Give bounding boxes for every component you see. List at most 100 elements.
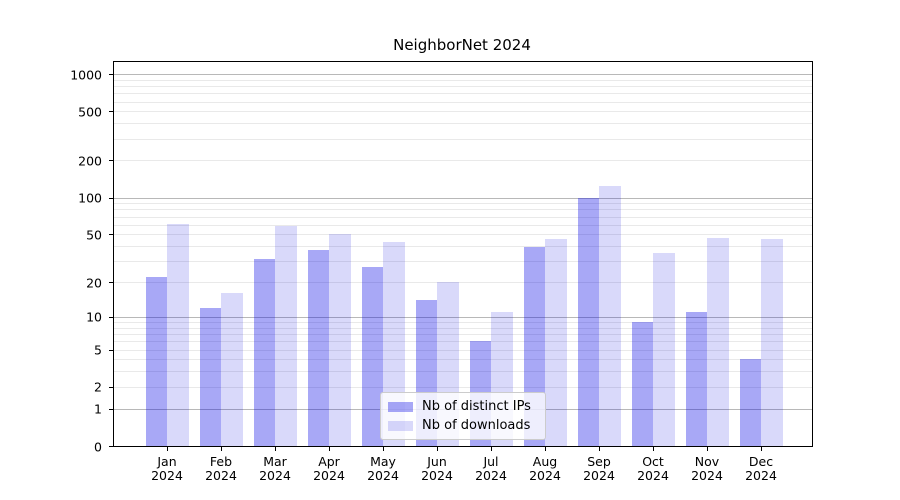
y-tick-label: 1 bbox=[94, 401, 102, 417]
gridline-minor bbox=[114, 123, 812, 125]
gridline-minor bbox=[114, 216, 812, 218]
legend-row-distinct-ips: Nb of distinct IPs bbox=[388, 399, 537, 414]
legend-label-downloads: Nb of downloads bbox=[422, 418, 531, 433]
gridline-minor bbox=[114, 282, 812, 284]
bar-distinct-ips bbox=[685, 312, 707, 446]
gridline-minor bbox=[114, 246, 812, 247]
gridline-minor bbox=[114, 111, 812, 113]
x-tick-label: Jun 2024 bbox=[421, 454, 453, 483]
x-tick-label: Jul 2024 bbox=[475, 454, 507, 483]
x-tick-label: Jan 2024 bbox=[151, 454, 183, 483]
gridline-minor bbox=[114, 101, 812, 103]
gridline-minor bbox=[114, 86, 812, 87]
gridline-minor bbox=[114, 341, 812, 343]
x-tick-mark bbox=[653, 447, 654, 451]
gridline-minor bbox=[114, 160, 812, 162]
bar-downloads bbox=[761, 238, 783, 446]
y-tick-label: 200 bbox=[78, 153, 102, 169]
gridline-minor bbox=[114, 359, 812, 361]
gridline-minor bbox=[114, 261, 812, 263]
x-tick-label: Aug 2024 bbox=[529, 454, 561, 483]
y-tick-mark bbox=[109, 446, 113, 447]
legend-row-downloads: Nb of downloads bbox=[388, 418, 537, 433]
y-tick-label: 20 bbox=[86, 275, 102, 291]
gridline-minor bbox=[114, 138, 812, 140]
gridline-major bbox=[114, 74, 812, 75]
gridline-major bbox=[114, 197, 812, 199]
y-tick-mark bbox=[109, 349, 113, 351]
x-tick-mark bbox=[761, 447, 762, 451]
y-tick-label: 500 bbox=[78, 104, 102, 120]
bar-distinct-ips bbox=[739, 359, 761, 446]
plot-area: 0 1 2 5 10 20 50 100 200 500 1000 Jan 2024 Feb 2024 Ma… bbox=[70, 61, 813, 483]
y-tick-label: 1000 bbox=[70, 67, 102, 82]
gridline-minor bbox=[114, 79, 812, 81]
bar-distinct-ips bbox=[361, 266, 383, 446]
gridline-minor bbox=[114, 224, 812, 226]
gridline-minor bbox=[114, 209, 812, 211]
gridline-major bbox=[114, 316, 812, 318]
bar-downloads bbox=[545, 238, 567, 446]
x-tick-mark bbox=[545, 447, 546, 451]
x-tick-mark bbox=[491, 447, 492, 451]
x-tick-mark bbox=[221, 447, 222, 451]
bar-downloads bbox=[221, 293, 243, 446]
y-tick-mark bbox=[109, 282, 113, 284]
x-tick-mark bbox=[437, 447, 438, 451]
bar-distinct-ips bbox=[307, 250, 329, 446]
y-tick-mark bbox=[109, 316, 113, 318]
y-tick-mark bbox=[109, 408, 113, 410]
x-tick-label: Feb 2024 bbox=[205, 454, 237, 483]
chart-title: NeighborNet 2024 bbox=[393, 36, 531, 54]
x-tick-mark bbox=[383, 447, 384, 451]
y-tick-mark bbox=[109, 160, 113, 162]
bar-downloads bbox=[275, 226, 297, 446]
y-tick-label: 100 bbox=[78, 190, 102, 206]
gridline-minor bbox=[114, 203, 812, 205]
x-tick-mark bbox=[707, 447, 708, 451]
x-tick-label: Oct 2024 bbox=[637, 454, 669, 483]
gridline-minor bbox=[114, 386, 812, 388]
gridline-minor bbox=[114, 234, 812, 236]
gridline-minor bbox=[114, 371, 812, 373]
y-tick-mark bbox=[109, 386, 113, 388]
bar-distinct-ips bbox=[253, 259, 275, 446]
legend-swatch-distinct-ips-icon bbox=[388, 401, 413, 412]
legend-swatch-downloads-icon bbox=[388, 420, 413, 431]
bar-distinct-ips bbox=[145, 277, 167, 446]
x-tick-label: Nov 2024 bbox=[691, 454, 723, 483]
y-tick-label: 10 bbox=[86, 309, 102, 325]
gridline-minor bbox=[114, 327, 812, 329]
x-tick-mark bbox=[599, 447, 600, 451]
gridline-minor bbox=[114, 349, 812, 351]
gridline-minor bbox=[114, 93, 812, 95]
y-tick-label: 2 bbox=[94, 379, 102, 395]
x-tick-label: May 2024 bbox=[367, 454, 399, 483]
x-tick-mark bbox=[275, 447, 276, 451]
x-tick-label: Apr 2024 bbox=[313, 454, 345, 483]
bar-downloads bbox=[329, 234, 351, 446]
bar-downloads bbox=[707, 237, 729, 446]
x-tick-mark bbox=[329, 447, 330, 451]
legend-label-distinct-ips: Nb of distinct IPs bbox=[422, 399, 531, 414]
y-tick-mark bbox=[109, 111, 113, 113]
gridline-minor bbox=[114, 322, 812, 323]
y-tick-mark bbox=[109, 197, 113, 199]
y-tick-mark bbox=[109, 234, 113, 236]
bar-distinct-ips bbox=[631, 322, 653, 446]
bar-distinct-ips bbox=[577, 197, 599, 446]
y-tick-label: 5 bbox=[94, 342, 102, 358]
gridline-minor bbox=[114, 334, 812, 335]
x-tick-label: Mar 2024 bbox=[259, 454, 291, 483]
bar-downloads bbox=[599, 186, 621, 446]
y-tick-label: 50 bbox=[86, 227, 102, 243]
y-tick-mark bbox=[109, 74, 113, 75]
x-tick-mark bbox=[167, 447, 168, 451]
legend: Nb of distinct IPs Nb of downloads bbox=[380, 392, 546, 440]
x-tick-label: Sep 2024 bbox=[583, 454, 615, 483]
bar-downloads bbox=[653, 253, 675, 446]
bar-downloads bbox=[167, 223, 189, 446]
x-tick-label: Dec 2024 bbox=[745, 454, 777, 483]
y-tick-label: 0 bbox=[94, 439, 102, 454]
